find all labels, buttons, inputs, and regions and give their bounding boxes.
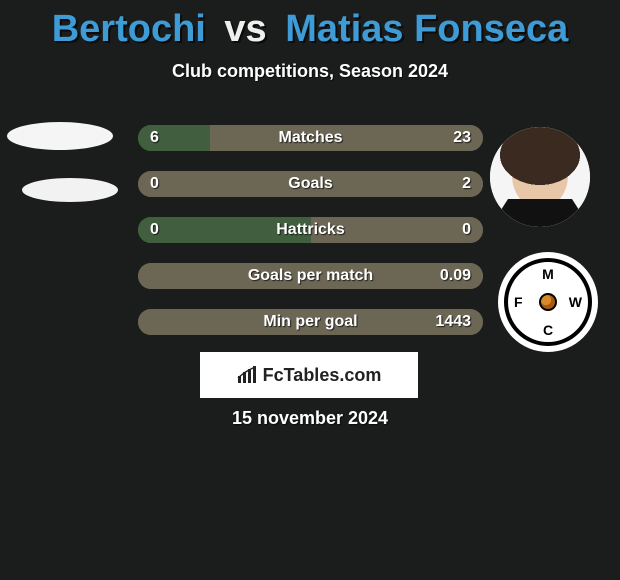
stat-label: Matches [278, 129, 342, 147]
subtitle: Club competitions, Season 2024 [0, 61, 620, 82]
value-left: 0 [150, 175, 159, 193]
value-right: 2 [462, 175, 471, 193]
club-letter-top: M [542, 266, 554, 282]
page-title: Bertochi vs Matias Fonseca [0, 0, 620, 51]
title-player1: Bertochi [52, 8, 206, 50]
value-left: 0 [150, 221, 159, 239]
stat-row-min-per-goal: Min per goal 1443 [138, 309, 483, 335]
left-ellipse-1 [22, 178, 118, 202]
title-player2: Matias Fonseca [285, 8, 568, 50]
brand-box: FcTables.com [200, 352, 418, 398]
stat-label: Min per goal [263, 313, 357, 331]
date-text: 15 november 2024 [0, 408, 620, 429]
value-left: 6 [150, 129, 159, 147]
stat-label: Goals [288, 175, 332, 193]
title-vs: vs [224, 8, 266, 50]
value-right: 0.09 [440, 267, 471, 285]
stat-label: Hattricks [276, 221, 344, 239]
bar-chart-icon [237, 366, 257, 384]
value-right: 23 [453, 129, 471, 147]
stat-row-goals-per-match: Goals per match 0.09 [138, 263, 483, 289]
left-ellipse-0 [7, 122, 113, 150]
stat-row-hattricks: 0 Hattricks 0 [138, 217, 483, 243]
fill-right [210, 125, 483, 151]
club-letter-left: F [514, 294, 523, 310]
stat-row-goals: 0 Goals 2 [138, 171, 483, 197]
fill-left [138, 125, 210, 151]
club-letter-right: W [569, 294, 582, 310]
club-logo-inner: M W C F [504, 258, 592, 346]
stat-label: Goals per match [248, 267, 373, 285]
brand-text: FcTables.com [263, 365, 382, 386]
stat-row-matches: 6 Matches 23 [138, 125, 483, 151]
player-photo-badge [490, 127, 590, 227]
soccer-ball-icon [539, 293, 557, 311]
club-logo-badge: M W C F [498, 252, 598, 352]
value-right: 0 [462, 221, 471, 239]
stat-rows: 6 Matches 23 0 Goals 2 0 Hattricks 0 Goals per ma… [138, 125, 483, 355]
club-letter-bottom: C [543, 322, 553, 338]
value-right: 1443 [435, 313, 471, 331]
